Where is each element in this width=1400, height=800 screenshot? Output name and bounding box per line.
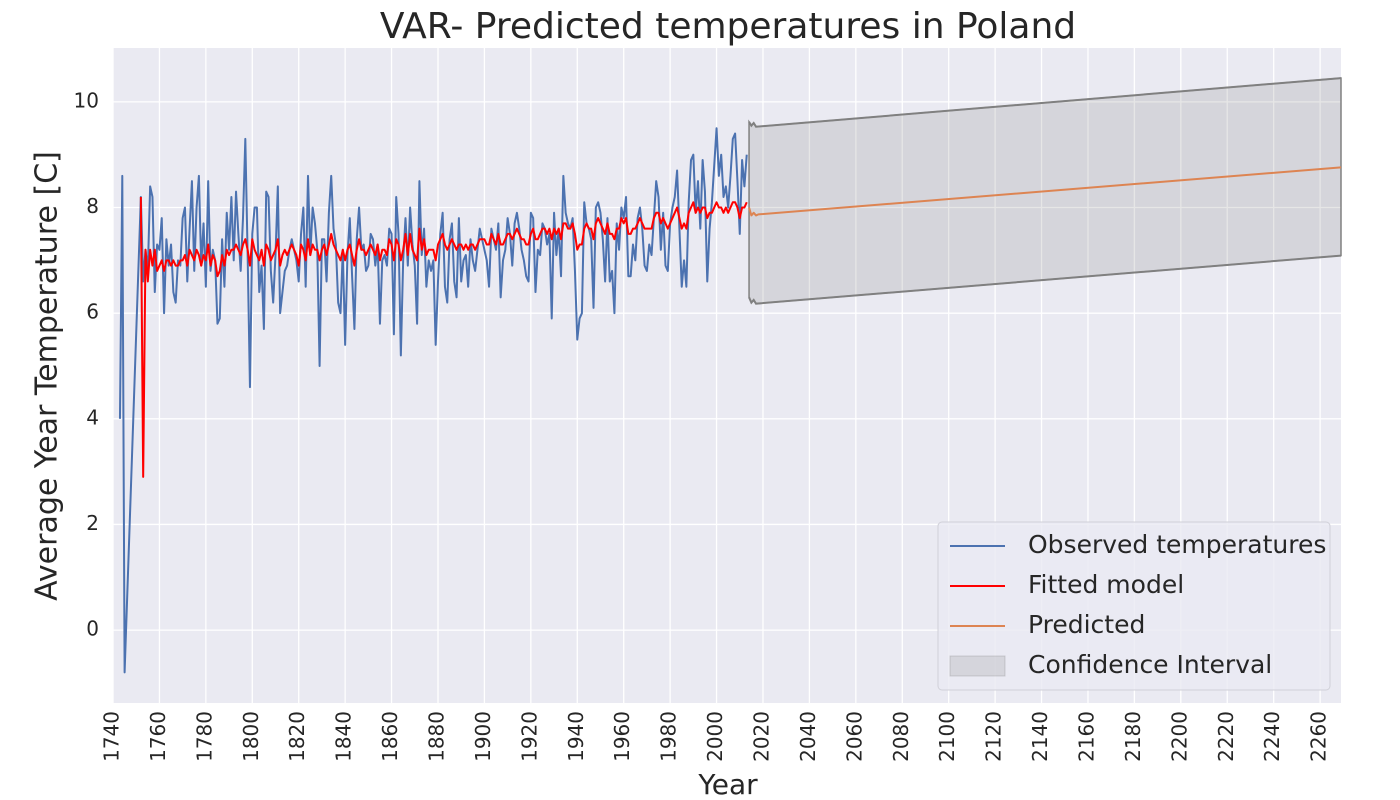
x-tick-label: 2080 xyxy=(889,711,913,762)
x-tick-label: 2020 xyxy=(749,711,773,762)
series-line xyxy=(139,196,748,478)
chart-title: VAR- Predicted temperatures in Poland xyxy=(380,6,1076,47)
x-tick-label: 1740 xyxy=(100,711,124,762)
x-tick-label: 1920 xyxy=(517,711,541,762)
confidence-lower xyxy=(748,254,1342,305)
x-tick-label: 2120 xyxy=(982,711,1006,762)
x-tick-label: 2100 xyxy=(935,711,959,762)
x-tick-label: 2140 xyxy=(1028,711,1052,762)
series-line xyxy=(748,166,1342,217)
confidence-upper xyxy=(748,77,1342,128)
legend-label: Predicted xyxy=(1028,610,1145,639)
x-tick-label: 1840 xyxy=(332,711,356,762)
x-tick-label: 1820 xyxy=(285,711,309,762)
x-tick-label: 1900 xyxy=(471,711,495,762)
x-tick-label: 1940 xyxy=(564,711,588,762)
x-tick-label: 2180 xyxy=(1121,711,1145,762)
x-tick-label: 2060 xyxy=(842,711,866,762)
y-tick-label: 4 xyxy=(86,405,99,429)
x-tick-label: 2200 xyxy=(1167,711,1191,762)
x-tick-label: 1960 xyxy=(610,711,634,762)
legend-label: Fitted model xyxy=(1028,570,1184,599)
legend-swatch xyxy=(949,655,1006,677)
x-tick-label: 2000 xyxy=(703,711,727,762)
legend-label: Confidence Interval xyxy=(1028,650,1272,679)
x-tick-label: 1860 xyxy=(378,711,402,762)
y-tick-label: 0 xyxy=(86,617,99,641)
x-tick-label: 1980 xyxy=(657,711,681,762)
y-tick-label: 6 xyxy=(86,300,99,324)
series-line xyxy=(118,127,748,674)
x-tick-label: 2220 xyxy=(1214,711,1238,762)
x-tick-label: 1800 xyxy=(239,711,263,762)
x-tick-label: 2260 xyxy=(1307,711,1331,762)
y-tick-label: 2 xyxy=(86,511,99,535)
x-tick-label: 1780 xyxy=(192,711,216,762)
x-tick-label: 2160 xyxy=(1074,711,1098,762)
y-tick-label: 10 xyxy=(74,88,99,112)
legend-box xyxy=(937,521,1331,691)
x-tick-label: 2240 xyxy=(1260,711,1284,762)
y-axis-label: Average Year Temperature [C] xyxy=(30,151,65,601)
x-tick-label: 1880 xyxy=(424,711,448,762)
legend-label: Observed temperatures xyxy=(1028,530,1326,559)
x-axis-label: Year xyxy=(697,768,758,800)
y-tick-label: 8 xyxy=(86,194,99,218)
x-tick-label: 2040 xyxy=(796,711,820,762)
x-tick-label: 1760 xyxy=(146,711,170,762)
